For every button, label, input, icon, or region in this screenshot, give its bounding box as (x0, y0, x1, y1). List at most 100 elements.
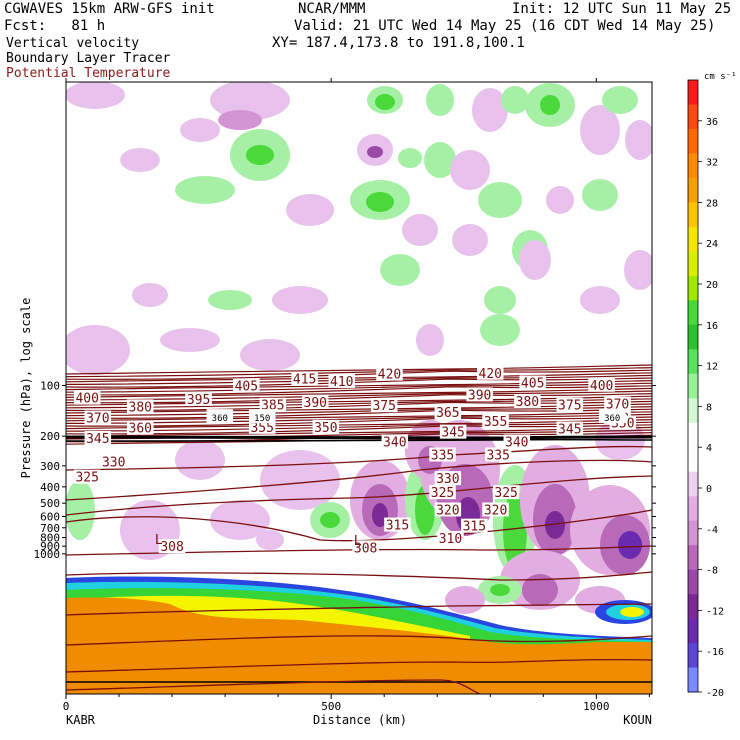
theta-label-bg (434, 405, 462, 420)
x-tick-label: 500 (321, 700, 341, 713)
theta-contour (66, 369, 652, 380)
vv-blob (618, 531, 642, 559)
colorbar-swatch (688, 398, 698, 424)
theta-contour (66, 364, 652, 375)
colorbar-tick-label: 16 (706, 321, 718, 332)
vv-blob (66, 82, 125, 109)
theta-contour (66, 374, 652, 385)
colorbar-frame (687, 79, 699, 693)
theta-contour (66, 395, 652, 406)
colorbar-unit: cm s⁻¹ (704, 72, 737, 82)
low-marker: L (155, 533, 163, 548)
theta-label: 325 (494, 486, 517, 501)
theta-label: 375 (372, 399, 395, 414)
x-axis-label: Distance (km) (313, 713, 407, 727)
vv-blob (218, 110, 262, 130)
theta-label-bg (434, 502, 462, 517)
theta-label: 365 (436, 406, 459, 421)
colorbar-tick-label: -12 (706, 606, 724, 617)
y-tick-label: 600 (40, 511, 60, 524)
y-tick-label: 500 (40, 497, 60, 510)
theta-contour (66, 416, 652, 427)
x-tick-label: 1000 (583, 700, 610, 713)
tropopause-label-bg (206, 409, 234, 424)
tropopause-line (66, 438, 652, 442)
vv-blob (256, 530, 284, 550)
theta-contour (66, 424, 652, 435)
theta-contour (66, 445, 652, 471)
theta-label-bg (301, 394, 329, 409)
theta-label-bg (158, 539, 186, 554)
theta-label-bg (514, 394, 541, 409)
vv-blob (180, 118, 220, 142)
colorbar-tick-label: 20 (706, 280, 718, 291)
colorbar-tick-label: 36 (706, 117, 718, 128)
terrain-fill (66, 597, 652, 694)
low-marker: L (354, 534, 362, 549)
vv-blob (366, 192, 394, 212)
colorbar-tick-label: 12 (706, 362, 718, 373)
theta-label: 410 (330, 375, 353, 390)
theta-label: 390 (304, 396, 327, 411)
theta-label: 380 (516, 395, 539, 410)
theta-label-bg (466, 387, 493, 402)
vv-blob (478, 182, 522, 218)
vv-blob (210, 82, 290, 120)
theta-label-bg (233, 378, 260, 393)
theta-label-bg (434, 471, 462, 486)
colorbar-swatch (688, 80, 698, 105)
theta-label: 308 (160, 540, 183, 555)
vv-blob (450, 150, 490, 190)
theta-label: 355 (484, 415, 507, 430)
vv-blob (582, 179, 618, 211)
cross-section-endpoints: XY= 187.4,173.8 to 191.8,100.1 (272, 35, 525, 51)
theta-contour (66, 635, 652, 646)
theta-contour (66, 459, 652, 501)
colorbar-swatch (688, 643, 698, 668)
y-tick-label: 700 (40, 522, 60, 535)
theta-label-bg (429, 485, 456, 500)
theta-label: 400 (590, 379, 613, 394)
tropopause-label: 360 (604, 414, 620, 424)
vv-blob (580, 105, 620, 155)
vv-blob (380, 254, 420, 286)
theta-label: 355 (250, 421, 273, 436)
y-tick-label: 900 (40, 540, 60, 553)
theta-label: 340 (505, 435, 528, 450)
vv-blob (272, 286, 328, 314)
vv-blob (286, 194, 334, 226)
theta-contour (66, 475, 652, 516)
colorbar-tick-label: -20 (706, 688, 724, 699)
theta-contour (66, 419, 652, 430)
theta-label-bg (588, 377, 615, 392)
vv-blob (416, 324, 444, 356)
theta-label: 330 (102, 455, 125, 470)
theta-contour (66, 367, 652, 378)
colorbar-tick-label: 0 (706, 484, 712, 495)
theta-label: 335 (431, 449, 454, 464)
theta-label-bg (352, 540, 379, 555)
theta-contour (66, 421, 652, 432)
theta-label-bg (461, 518, 488, 533)
theta-label: 325 (75, 471, 98, 486)
theta-label: 400 (75, 392, 98, 407)
theta-contour (66, 571, 652, 581)
vv-blob (484, 286, 516, 314)
y-tick-label: 800 (40, 532, 60, 545)
plot-frame (65, 81, 653, 695)
tropopause-label: 360 (212, 414, 228, 424)
theta-label-bg (100, 454, 127, 469)
vv-blob (66, 480, 95, 540)
colorbar-swatch (688, 226, 698, 252)
y-tick-label: 100 (40, 380, 60, 393)
vv-blob (545, 511, 565, 539)
theta-label: 320 (484, 503, 507, 518)
theta-label: 345 (86, 432, 109, 447)
theta-label-bg (84, 430, 112, 445)
theta-label: 345 (441, 426, 464, 441)
colorbar-swatch (688, 569, 698, 595)
colorbar-swatch (688, 275, 698, 301)
organization: NCAR/MMM (298, 1, 366, 17)
